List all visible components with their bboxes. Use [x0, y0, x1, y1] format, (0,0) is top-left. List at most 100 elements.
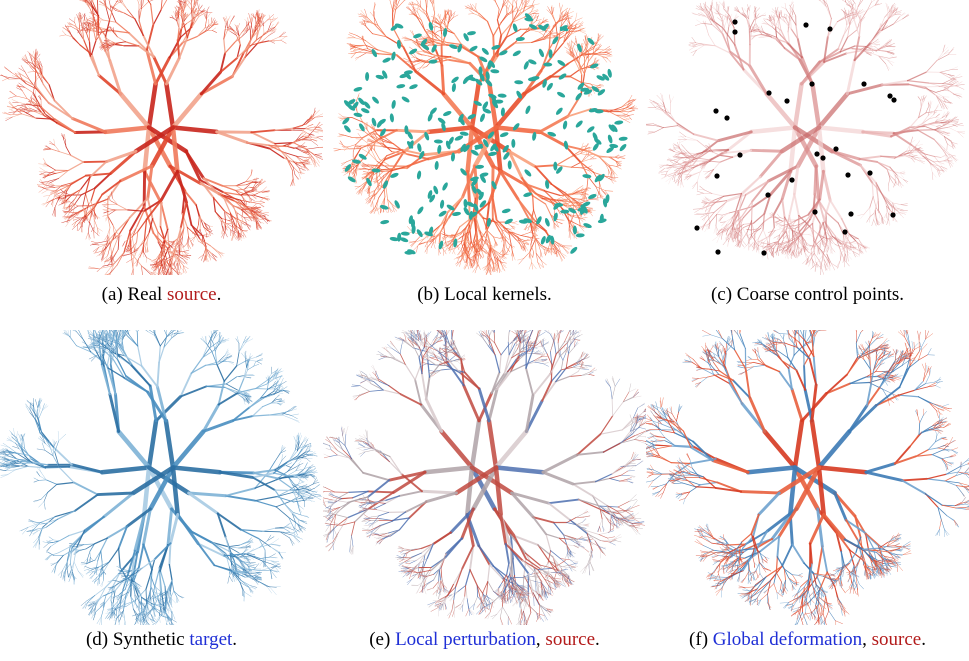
- kernel: [544, 217, 550, 227]
- vessel: [250, 198, 252, 204]
- kernel: [499, 50, 508, 56]
- vessel: [443, 249, 447, 255]
- vessel: [358, 188, 364, 193]
- vessel: [95, 215, 101, 219]
- vessel: [35, 90, 37, 98]
- vessel: [8, 102, 15, 108]
- vessel: [359, 181, 367, 187]
- kernel: [407, 131, 413, 140]
- vessel: [112, 197, 118, 205]
- vessel: [109, 0, 111, 2]
- vessel: [181, 236, 183, 244]
- vessel: [444, 16, 446, 23]
- vessel: [172, 241, 175, 247]
- vessel: [450, 236, 456, 244]
- vessel: [534, 192, 551, 200]
- vessel: [193, 236, 196, 243]
- vessel: [562, 246, 570, 254]
- vessel: [254, 25, 260, 33]
- vessel: [456, 243, 461, 249]
- kernel: [361, 108, 370, 114]
- vessel: [105, 149, 138, 164]
- vessel: [476, 239, 481, 246]
- vessel: [572, 198, 582, 201]
- vessel: [243, 217, 250, 221]
- vessel: [261, 212, 269, 214]
- vessel: [590, 197, 600, 200]
- vessel: [533, 14, 537, 20]
- kernel: [536, 216, 542, 225]
- vessel: [185, 0, 187, 5]
- vessel: [461, 241, 465, 250]
- vessel: [594, 42, 598, 47]
- kernel: [618, 136, 628, 141]
- vessel: [248, 181, 253, 186]
- vessel: [95, 25, 98, 33]
- vessel: [206, 232, 210, 238]
- vessel: [262, 197, 269, 202]
- vessel: [472, 4, 476, 9]
- vessel: [570, 231, 578, 240]
- kernel: [562, 120, 568, 130]
- vessel: [177, 263, 178, 271]
- vessel: [565, 17, 570, 24]
- vessel: [48, 84, 55, 102]
- kernel: [488, 93, 497, 99]
- kernel: [523, 192, 532, 197]
- vessel: [109, 42, 117, 45]
- vessel: [198, 11, 207, 17]
- vessel: [356, 93, 360, 102]
- kernel: [371, 117, 377, 127]
- vessel: [185, 0, 188, 5]
- vessel: [270, 23, 274, 30]
- vessel: [112, 31, 118, 38]
- vessel: [257, 13, 259, 21]
- vessel: [392, 0, 398, 11]
- vessel: [292, 169, 294, 180]
- vessel: [212, 253, 218, 258]
- vessel: [161, 249, 165, 256]
- vessel: [63, 139, 67, 148]
- vessel: [182, 28, 191, 44]
- vessel: [111, 252, 125, 267]
- vessel: [89, 221, 94, 232]
- vessel: [44, 184, 55, 188]
- vessel: [190, 4, 193, 12]
- vessel: [409, 64, 416, 66]
- vessel: [451, 10, 452, 17]
- vessel: [55, 170, 69, 174]
- vessel: [500, 21, 513, 37]
- vessel: [39, 167, 47, 173]
- kernel: [619, 143, 627, 152]
- vessel: [139, 0, 142, 10]
- vessel: [364, 17, 370, 22]
- vessel: [257, 218, 262, 224]
- vessel: [247, 214, 252, 220]
- kernel: [575, 92, 582, 101]
- vessel: [178, 7, 182, 13]
- vessel: [363, 181, 368, 190]
- vessel: [505, 239, 507, 248]
- vessel: [90, 226, 95, 233]
- kernel: [394, 200, 400, 209]
- vessel: [46, 171, 57, 174]
- vessel: [146, 164, 154, 200]
- vessel: [608, 164, 617, 167]
- vessel: [581, 146, 586, 148]
- vessel: [206, 248, 213, 254]
- vessel: [270, 28, 276, 32]
- vessel: [186, 226, 196, 235]
- vessel: [146, 81, 158, 130]
- vessel: [220, 220, 223, 230]
- vessel: [446, 9, 451, 15]
- vessel: [366, 138, 374, 142]
- vessel: [235, 181, 247, 187]
- vessel: [255, 21, 260, 26]
- vessel: [110, 10, 117, 23]
- vessel: [35, 52, 39, 61]
- vessel: [377, 139, 385, 145]
- vessel: [41, 74, 50, 86]
- vessel: [415, 51, 421, 55]
- vessel: [214, 211, 223, 220]
- vessel: [103, 0, 107, 9]
